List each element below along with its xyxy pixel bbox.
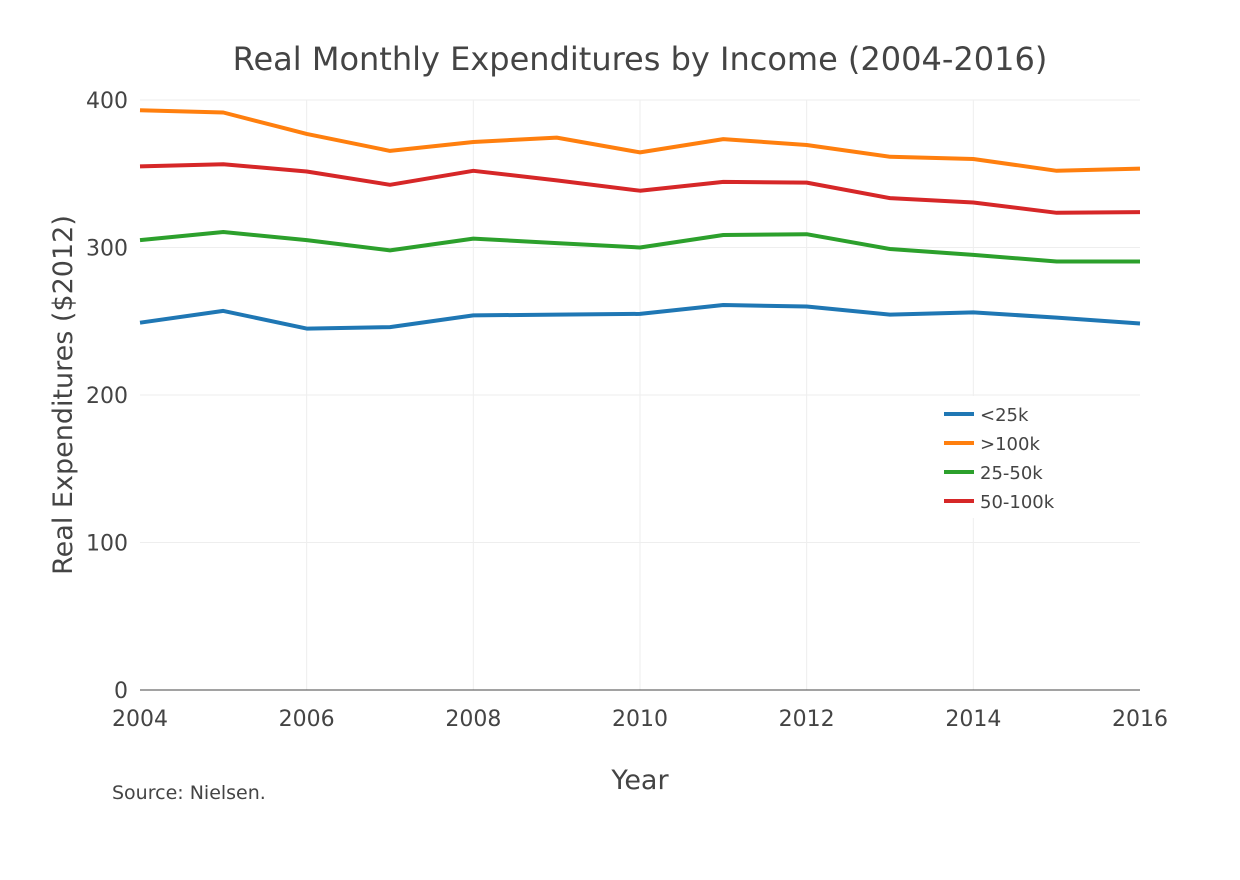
- x-axis-title: Year: [610, 765, 669, 796]
- legend: <25k >100k 25-50k 50-100k: [932, 396, 1060, 518]
- y-tick-label: 100: [86, 532, 128, 557]
- x-tick-label: 2004: [112, 707, 168, 732]
- source-note: Source: Nielsen.: [112, 782, 266, 804]
- grid: [140, 99, 1140, 690]
- series-line-25-50k: [139, 230, 1140, 264]
- x-tick-label: 2014: [945, 707, 1001, 732]
- series-line-50-100k: [139, 162, 1141, 215]
- y-tick-label: 300: [86, 237, 128, 262]
- series-lines: [139, 108, 1141, 331]
- x-axis: 2004 2006 2008 2010 2012 2014 2016: [112, 707, 1168, 732]
- series-line-gt100k: [139, 108, 1141, 173]
- x-tick-label: 2012: [779, 707, 835, 732]
- y-tick-label: 0: [114, 679, 128, 704]
- x-tick-label: 2006: [279, 707, 335, 732]
- y-tick-label: 400: [86, 89, 128, 114]
- legend-background: [932, 396, 1060, 518]
- y-tick-label: 200: [86, 384, 128, 409]
- legend-label-25-50k: 25-50k: [980, 463, 1043, 484]
- y-axis-title: Real Expenditures ($2012): [48, 215, 79, 575]
- x-tick-label: 2008: [445, 707, 501, 732]
- x-tick-label: 2016: [1112, 707, 1168, 732]
- legend-label-50-100k: 50-100k: [980, 492, 1055, 513]
- legend-label-lt25k: <25k: [980, 405, 1029, 426]
- y-axis: 0 100 200 300 400: [86, 89, 128, 704]
- chart-title: Real Monthly Expenditures by Income (200…: [233, 40, 1048, 78]
- series-line-lt25k: [139, 303, 1141, 331]
- x-tick-label: 2010: [612, 707, 668, 732]
- legend-label-gt100k: >100k: [980, 434, 1040, 455]
